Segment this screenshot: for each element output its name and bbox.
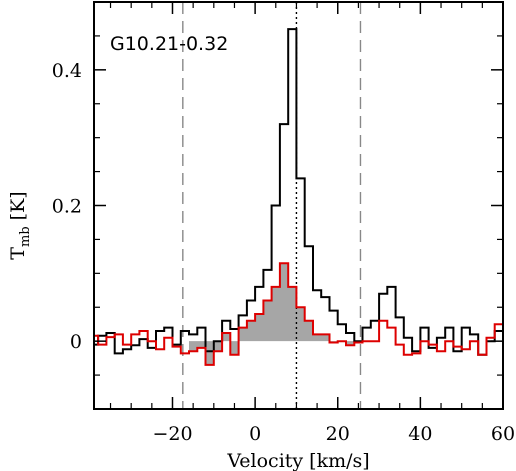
y-tick-label: 0 (70, 331, 82, 353)
ticks-layer (94, 1, 504, 410)
x-tick-label: 20 (326, 423, 350, 445)
x-tick-label: 60 (491, 423, 515, 445)
reference-lines-layer (182, 2, 362, 409)
x-tick-label: −20 (152, 423, 192, 445)
tick-labels-layer: −20 0 20 40 60 0 0.2 0.4 (52, 60, 515, 445)
y-axis-title-subscript: mb (18, 226, 33, 247)
x-axis-title: Velocity [km/s] (226, 450, 369, 471)
y-tick-label: 0.4 (52, 60, 82, 82)
shaded-area (189, 263, 355, 365)
x-tick-label: 0 (249, 423, 261, 445)
series-line-1 (94, 28, 503, 356)
y-tick-label: 0.2 (52, 196, 82, 218)
series-line-2 (94, 262, 503, 366)
shaded-region-layer (189, 263, 355, 365)
source-name-label: G10.21-0.32 (110, 33, 228, 55)
y-axis-title: Tmb [K] (7, 191, 33, 259)
x-tick-label: 40 (408, 423, 432, 445)
y-axis-title-unit: [K] (7, 191, 29, 220)
y-axis-title-main: T (7, 247, 29, 260)
series-layer (94, 28, 503, 366)
